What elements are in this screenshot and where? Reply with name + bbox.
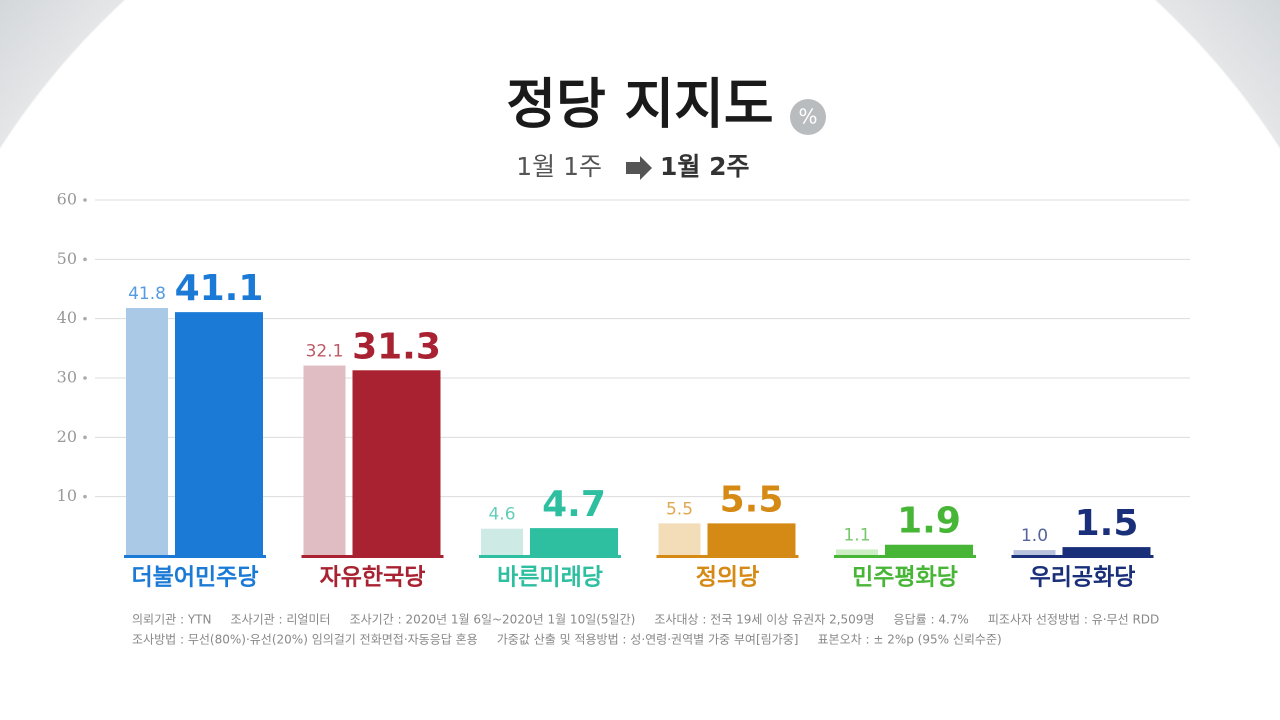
tick-mark xyxy=(83,494,87,499)
x-tick-label: 바른미래당 xyxy=(497,565,603,591)
tick-mark xyxy=(83,376,87,380)
bar xyxy=(836,549,878,556)
bar xyxy=(175,312,263,556)
value-label: 32.1 xyxy=(306,342,344,362)
value-label: 1.1 xyxy=(843,525,870,545)
footnote: 조사방법 : 무선(80%)·유선(20%) 임의걸기 전화면접·자동응답 혼용… xyxy=(132,633,1002,647)
value-label: 1.9 xyxy=(897,501,961,542)
baseline xyxy=(1011,555,1154,558)
tick-mark xyxy=(83,257,87,262)
baseline xyxy=(656,555,799,558)
value-label: 41.1 xyxy=(175,268,264,309)
value-label: 1.5 xyxy=(1075,503,1139,544)
value-label: 4.7 xyxy=(542,484,606,525)
x-tick-label: 자유한국당 xyxy=(320,565,426,591)
value-label: 4.6 xyxy=(488,505,515,525)
arrow xyxy=(626,156,652,180)
bar xyxy=(885,544,973,556)
legend-label: 1월 1주 xyxy=(516,152,602,181)
y-tick-label: 20 xyxy=(57,427,77,446)
tick-mark xyxy=(83,198,87,202)
value-label: 5.5 xyxy=(666,499,693,519)
y-tick-label: 30 xyxy=(57,368,77,387)
bar xyxy=(1013,550,1056,556)
tick-mark xyxy=(83,435,87,440)
tick-mark xyxy=(83,316,87,321)
bar xyxy=(658,523,701,556)
baseline xyxy=(834,555,976,558)
bar xyxy=(530,528,618,556)
category-strip xyxy=(0,556,1280,598)
value-label: 31.3 xyxy=(352,326,441,367)
bar xyxy=(481,528,523,556)
y-tick-label: 10 xyxy=(57,486,77,505)
bar xyxy=(1062,547,1151,556)
bar xyxy=(126,307,168,556)
bar xyxy=(303,365,346,556)
legend-label: 1월 2주 xyxy=(660,152,750,181)
footnote: 의뢰기관 : YTN 조사기관 : 리얼미터 조사기간 : 2020년 1월 6… xyxy=(132,613,1159,627)
value-label: 1.0 xyxy=(1021,526,1048,546)
y-tick-label: 40 xyxy=(57,308,77,327)
y-tick-label: 60 xyxy=(57,190,77,209)
bar xyxy=(352,370,441,556)
y-tick-label: 50 xyxy=(57,249,77,268)
x-tick-label: 정의당 xyxy=(696,565,759,591)
chart-title: 정당 지지도 xyxy=(506,73,773,136)
baseline xyxy=(301,555,444,558)
value-label: 41.8 xyxy=(128,284,166,304)
x-tick-label: 더불어민주당 xyxy=(132,565,259,591)
value-label: 5.5 xyxy=(720,479,784,520)
unit-badge xyxy=(790,99,826,135)
baseline xyxy=(479,555,621,558)
x-tick-label: 민주평화당 xyxy=(852,565,958,591)
bar xyxy=(707,523,796,556)
x-tick-label: 우리공화당 xyxy=(1030,565,1136,591)
unit-label: % xyxy=(798,105,817,129)
baseline xyxy=(124,555,266,558)
